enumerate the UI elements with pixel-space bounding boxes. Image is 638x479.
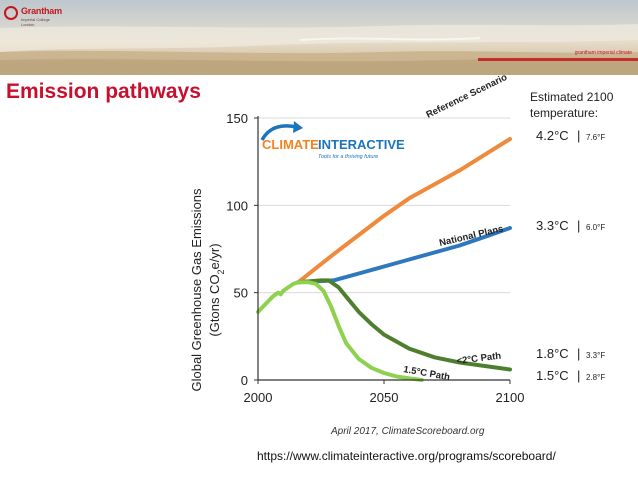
axes: 0 50 100 150 2000 2050 2100 bbox=[226, 111, 524, 405]
temp-reference: 4.2°C | 7.6°F bbox=[536, 128, 605, 143]
label-2c-path: <2°C Path bbox=[456, 351, 502, 367]
temp-2c: 1.8°C | 3.3°F bbox=[536, 346, 605, 361]
series-line-historical bbox=[256, 280, 301, 314]
logo-tagline: Tools for a thriving future bbox=[318, 154, 378, 160]
label-reference-scenario: Reference Scenario bbox=[424, 72, 509, 121]
logo-arrow-icon bbox=[260, 124, 297, 141]
temp-separator-icon: | bbox=[577, 346, 580, 361]
series-line-2-c-path bbox=[296, 278, 512, 372]
x-tick-label-2050: 2050 bbox=[370, 390, 399, 405]
y-units-subscript: 2 bbox=[216, 269, 226, 274]
temp-15c-c: 1.5°C bbox=[536, 368, 569, 383]
chart-credit: April 2017, ClimateScoreboard.org bbox=[330, 426, 485, 437]
logo-word-climate: CLIMATE bbox=[262, 137, 319, 152]
slide-title: Emission pathways bbox=[6, 80, 201, 103]
temp-national-f: 6.0°F bbox=[586, 223, 605, 232]
y-axis-label: Global Greenhouse Gas Emissions bbox=[189, 188, 204, 392]
series-line-reference-scenario bbox=[296, 137, 512, 285]
climate-interactive-logo: CLIMATE INTERACTIVE Tools for a thriving… bbox=[260, 121, 405, 160]
temp-2c-f: 3.3°F bbox=[586, 351, 605, 360]
beach-photo bbox=[0, 24, 638, 75]
banner-accent-line bbox=[478, 58, 638, 61]
y-units-suffix: e/yr) bbox=[207, 243, 222, 269]
y-axis-units: (Gtons CO2e/yr) bbox=[207, 243, 226, 336]
temp-15c: 1.5°C | 2.8°F bbox=[536, 368, 605, 383]
source-link[interactable]: https://www.climateinteractive.org/progr… bbox=[257, 449, 556, 463]
series-lines bbox=[256, 137, 512, 382]
logo-subtitle-1: Imperial College bbox=[21, 17, 50, 22]
temperature-header-line2: temperature: bbox=[530, 106, 598, 120]
logo-mark-icon bbox=[4, 6, 18, 20]
label-national-plans: National Plans bbox=[438, 223, 504, 248]
temp-national-c: 3.3°C bbox=[536, 218, 569, 233]
logo-word-interactive: INTERACTIVE bbox=[318, 137, 405, 152]
x-tick-label-2100: 2100 bbox=[496, 390, 525, 405]
banner-tagline: grantham imperial climate bbox=[574, 50, 632, 56]
temp-reference-f: 7.6°F bbox=[586, 133, 605, 142]
logo-name: Grantham bbox=[21, 6, 62, 16]
temp-separator-icon: | bbox=[577, 368, 580, 383]
grid-lines bbox=[258, 117, 510, 294]
temp-15c-f: 2.8°F bbox=[586, 373, 605, 382]
series-line-national-plans bbox=[296, 226, 512, 285]
logo-subtitle-2: London bbox=[21, 22, 35, 27]
y-tick-label-150: 150 bbox=[226, 111, 248, 126]
temperature-header-line1: Estimated 2100 bbox=[530, 90, 614, 104]
y-tick-label-100: 100 bbox=[226, 198, 248, 213]
temp-reference-c: 4.2°C bbox=[536, 128, 569, 143]
temp-separator-icon: | bbox=[577, 128, 580, 143]
header-banner: Grantham Imperial College London grantha… bbox=[0, 0, 638, 75]
y-units-prefix: (Gtons CO bbox=[207, 274, 222, 336]
series-line-1-5-c-path bbox=[296, 280, 424, 382]
temp-national: 3.3°C | 6.0°F bbox=[536, 218, 605, 233]
y-tick-label-0: 0 bbox=[241, 373, 248, 388]
x-tick-label-2000: 2000 bbox=[244, 390, 273, 405]
temp-2c-c: 1.8°C bbox=[536, 346, 569, 361]
logo-arrowhead-icon bbox=[293, 121, 303, 133]
temp-separator-icon: | bbox=[577, 218, 580, 233]
y-tick-label-50: 50 bbox=[234, 286, 248, 301]
